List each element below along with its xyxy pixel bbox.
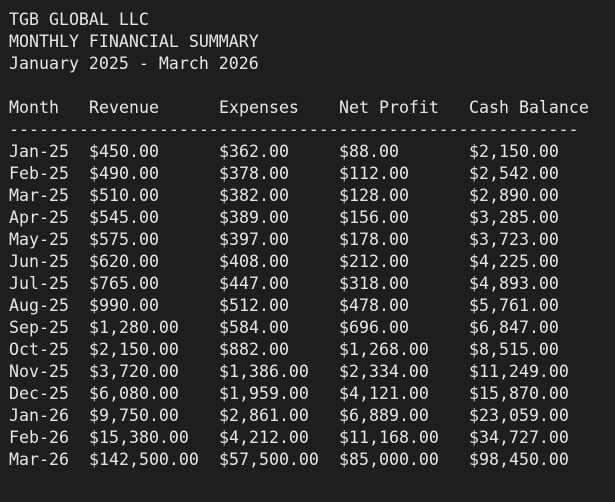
table-cell: $990.00 <box>89 296 159 315</box>
table-cell: $389.00 <box>219 208 289 227</box>
table-cell: $4,212.00 <box>219 428 309 447</box>
table-cell: $9,750.00 <box>89 406 179 425</box>
table-cell: $34,727.00 <box>469 428 569 447</box>
table-cell: $1,386.00 <box>219 362 309 381</box>
table-cell: $362.00 <box>219 142 289 161</box>
table-cell: $3,285.00 <box>469 208 559 227</box>
table-cell: $15,870.00 <box>469 384 569 403</box>
table-cell: $112.00 <box>339 164 409 183</box>
table-cell: $5,761.00 <box>469 296 559 315</box>
table-cell: $408.00 <box>219 252 289 271</box>
table-cell: Jun-25 <box>9 252 69 271</box>
table-cell: $1,959.00 <box>219 384 309 403</box>
company: TGB GLOBAL LLC <box>9 10 149 29</box>
table-cell: Feb-26 <box>9 428 69 447</box>
table-cell: $512.00 <box>219 296 289 315</box>
table-cell: $11,168.00 <box>339 428 439 447</box>
table-cell: $882.00 <box>219 340 289 359</box>
column-header: Cash Balance <box>469 98 589 117</box>
table-cell: $2,861.00 <box>219 406 309 425</box>
column-header: Net Profit <box>339 98 439 117</box>
table-cell: $85,000.00 <box>339 450 439 469</box>
table-cell: May-25 <box>9 230 69 249</box>
table-cell: $11,249.00 <box>469 362 569 381</box>
table-cell: $2,150.00 <box>89 340 179 359</box>
table-cell: $57,500.00 <box>219 450 319 469</box>
table-cell: $23,059.00 <box>469 406 569 425</box>
table-cell: $128.00 <box>339 186 409 205</box>
column-header: Expenses <box>219 98 299 117</box>
table-cell: $3,720.00 <box>89 362 179 381</box>
table-cell: Sep-25 <box>9 318 69 337</box>
table-cell: Aug-25 <box>9 296 69 315</box>
table-cell: $6,889.00 <box>339 406 429 425</box>
table-cell: $2,542.00 <box>469 164 559 183</box>
column-header: Revenue <box>89 98 159 117</box>
table-cell: $178.00 <box>339 230 409 249</box>
table-cell: $447.00 <box>219 274 289 293</box>
table-cell: $1,268.00 <box>339 340 429 359</box>
table-cell: $2,890.00 <box>469 186 559 205</box>
table-cell: $4,893.00 <box>469 274 559 293</box>
table-cell: $545.00 <box>89 208 159 227</box>
table-cell: $696.00 <box>339 318 409 337</box>
table-cell: $450.00 <box>89 142 159 161</box>
table-cell: $620.00 <box>89 252 159 271</box>
table-cell: $2,334.00 <box>339 362 429 381</box>
table-cell: $2,150.00 <box>469 142 559 161</box>
table-cell: $397.00 <box>219 230 289 249</box>
table-cell: $575.00 <box>89 230 159 249</box>
table-cell: $584.00 <box>219 318 289 337</box>
table-cell: $15,380.00 <box>89 428 189 447</box>
table-cell: $510.00 <box>89 186 159 205</box>
table-cell: Mar-26 <box>9 450 69 469</box>
table-cell: $378.00 <box>219 164 289 183</box>
table-cell: $142,500.00 <box>89 450 199 469</box>
table-cell: $212.00 <box>339 252 409 271</box>
table-cell: $6,080.00 <box>89 384 179 403</box>
table-cell: Dec-25 <box>9 384 69 403</box>
table-cell: Jan-25 <box>9 142 69 161</box>
table-cell: $4,225.00 <box>469 252 559 271</box>
separator: ----------------------------------------… <box>9 120 579 139</box>
table-cell: $318.00 <box>339 274 409 293</box>
table-cell: $382.00 <box>219 186 289 205</box>
table-cell: $8,515.00 <box>469 340 559 359</box>
table-cell: Feb-25 <box>9 164 69 183</box>
table-cell: $1,280.00 <box>89 318 179 337</box>
table-cell: Jan-26 <box>9 406 69 425</box>
table-cell: $88.00 <box>339 142 399 161</box>
report-title: MONTHLY FINANCIAL SUMMARY <box>9 32 259 51</box>
table-cell: $765.00 <box>89 274 159 293</box>
table-cell: $98,450.00 <box>469 450 569 469</box>
table-cell: $478.00 <box>339 296 409 315</box>
period: January 2025 - March 2026 <box>9 54 259 73</box>
column-header: Month <box>9 98 59 117</box>
table-cell: Nov-25 <box>9 362 69 381</box>
table-cell: $490.00 <box>89 164 159 183</box>
table-cell: Jul-25 <box>9 274 69 293</box>
table-cell: Apr-25 <box>9 208 69 227</box>
table-cell: $4,121.00 <box>339 384 429 403</box>
table-cell: $3,723.00 <box>469 230 559 249</box>
table-cell: $156.00 <box>339 208 409 227</box>
table-cell: Mar-25 <box>9 186 69 205</box>
table-cell: Oct-25 <box>9 340 69 359</box>
table-cell: $6,847.00 <box>469 318 559 337</box>
